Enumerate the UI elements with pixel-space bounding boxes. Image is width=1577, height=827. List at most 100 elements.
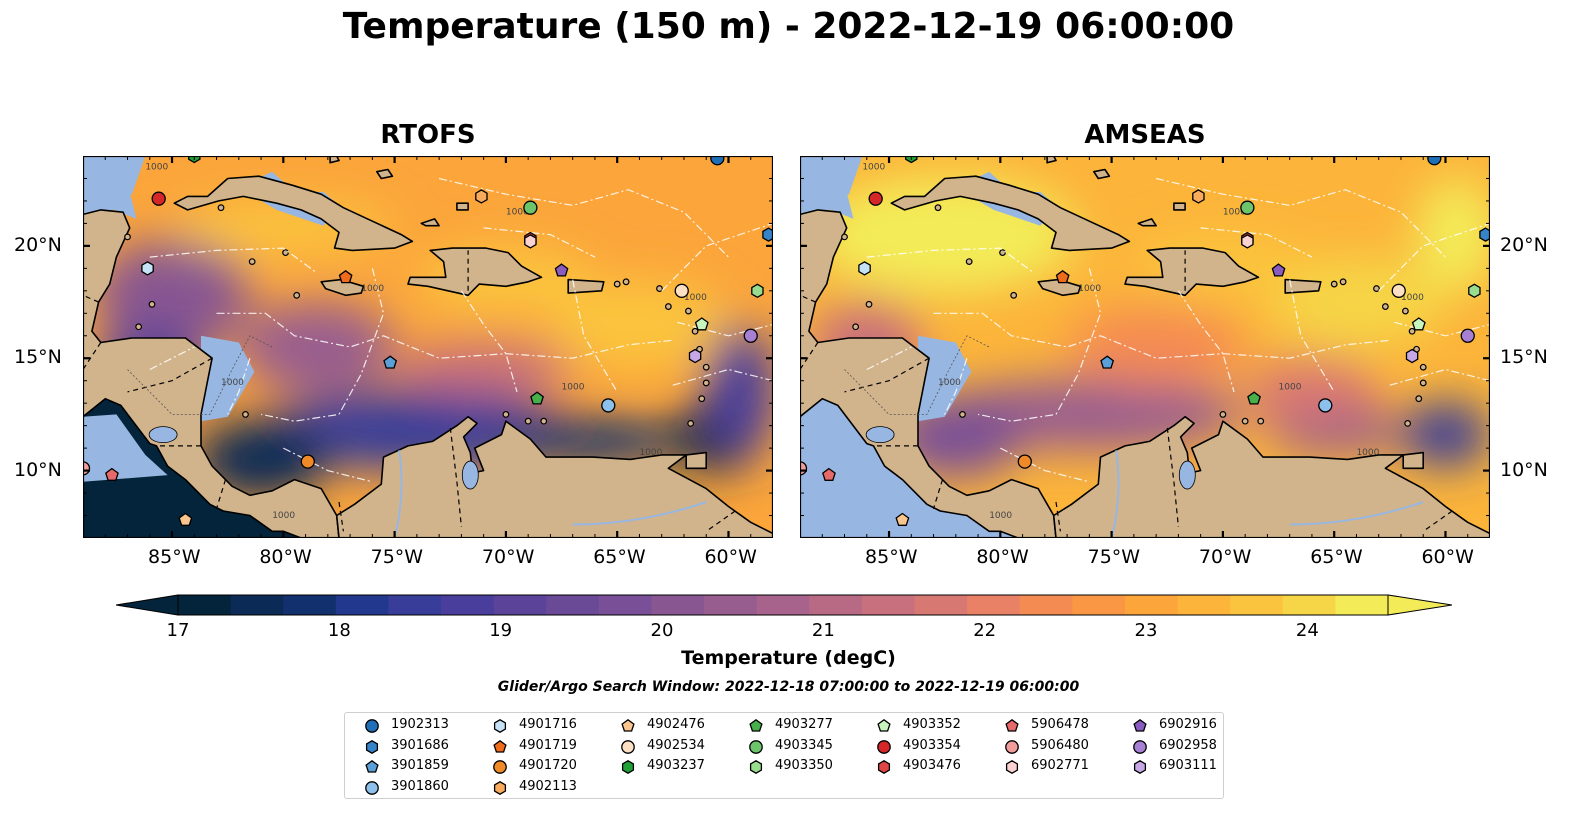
island [1330, 280, 1338, 288]
island [687, 420, 695, 427]
lon-label: 70°W [481, 546, 535, 568]
land-hispaniola [1124, 247, 1260, 297]
colorbar-tick-label: 18 [327, 620, 351, 641]
figure-title: Temperature (150 m) - 2022-12-19 06:00:0… [342, 6, 1235, 47]
float-marker-4903352 [694, 317, 709, 331]
land-cuba [173, 175, 414, 252]
land-south [335, 415, 773, 538]
island [242, 411, 249, 418]
legend-label: 4901716 [519, 717, 577, 732]
eez-boundary [944, 358, 968, 415]
legend-label: 3901859 [391, 758, 449, 773]
lat-label-right: 15°N [1500, 346, 1548, 369]
country-border [449, 427, 462, 527]
country-border [844, 357, 930, 393]
hexagon-marker-icon [1133, 760, 1147, 774]
contour-label: 1000 [272, 511, 295, 521]
legend-marker [877, 718, 891, 732]
legend-label: 6902771 [1031, 758, 1089, 773]
eez-boundary [149, 247, 318, 274]
colorbar-extend-high [1387, 594, 1452, 616]
lon-label: 65°W [593, 546, 646, 568]
circle-marker-icon [877, 739, 891, 754]
lake-nicaragua [865, 426, 895, 444]
land-central [83, 209, 340, 538]
legend-label: 3901860 [391, 778, 449, 794]
float-marker-3901859 [383, 355, 398, 369]
float-marker-6902958 [1460, 328, 1475, 343]
colorbar-segment [335, 595, 390, 615]
eez-boundary [1000, 447, 1090, 483]
contour-label: 1000 [1356, 448, 1379, 458]
land-puertorico [1284, 278, 1322, 294]
colorbar-segment [1072, 595, 1126, 615]
eez-boundary [572, 279, 618, 393]
legend-marker [1005, 718, 1019, 732]
land-hispaniola [407, 247, 543, 297]
legend-marker [749, 718, 763, 732]
island [524, 417, 532, 425]
eez-boundary [216, 312, 673, 359]
hexagon-marker-icon [877, 760, 891, 774]
eez-boundary [677, 321, 773, 337]
island [999, 249, 1006, 257]
pentagon-marker-icon [493, 739, 507, 753]
legend-label: 4903354 [903, 737, 961, 753]
contour-label: 1000 [562, 383, 585, 393]
lon-label: 75°W [370, 546, 424, 568]
river [572, 501, 707, 526]
legend-marker [493, 760, 507, 774]
colorbar-segment [1230, 595, 1284, 615]
amseas-map: 1000 1000 1000 1000 1000 1000 1000 1000 [800, 156, 1490, 538]
island [1373, 285, 1380, 292]
lat-label-left: 10°N [14, 458, 62, 481]
island [135, 323, 143, 331]
island [1257, 417, 1265, 425]
lon-label: 75°W [1087, 546, 1141, 568]
legend-marker [365, 739, 379, 754]
country-border [1055, 501, 1061, 532]
pacific-ocean [800, 398, 1019, 538]
float-marker-1902313 [1427, 156, 1442, 166]
island [1381, 303, 1389, 310]
float-marker-4903277 [1247, 391, 1261, 405]
lat-label-right: 20°N [1500, 233, 1548, 256]
island [852, 323, 860, 331]
contour-label: 1000 [639, 448, 662, 458]
island [613, 280, 621, 288]
float-marker-5906478 [105, 467, 119, 481]
temperature-anomaly [394, 342, 573, 397]
legend-label: 1902313 [391, 717, 449, 732]
legend-label: 3901686 [391, 737, 449, 753]
float-marker-4901719 [338, 269, 353, 284]
lon-label: 85°W [865, 546, 918, 568]
eez-boundary [661, 222, 773, 292]
eez-boundary [1394, 321, 1490, 337]
float-marker-4903354 [151, 191, 166, 206]
float-marker-3901860 [601, 398, 616, 413]
river [1110, 450, 1120, 538]
island [865, 300, 873, 308]
land-bahamas1 [1046, 156, 1057, 164]
temperature-anomaly [704, 324, 773, 460]
colorbar-segment [967, 595, 1021, 615]
rtofs-map: 1000 1000 1000 1000 1000 1000 1000 1000 [83, 156, 773, 538]
country-border [338, 501, 344, 532]
colorbar-tick-label: 19 [489, 620, 513, 641]
temperature-anomaly [94, 239, 250, 352]
temperature-anomaly [505, 418, 684, 464]
lake-maracaibo [461, 460, 479, 490]
island [148, 300, 156, 308]
legend-label: 4903350 [775, 758, 833, 773]
legend-marker [1005, 739, 1019, 754]
land-puertorico [567, 278, 605, 294]
legend-marker [877, 739, 891, 754]
legend-label: 5906478 [1031, 717, 1089, 732]
eez-boundary [866, 247, 1035, 274]
contour-label: 1000 [938, 378, 961, 388]
colorbar-segment [651, 595, 705, 615]
legend-marker [1133, 760, 1147, 774]
lon-label: 60°W [1421, 546, 1474, 568]
country-border [800, 294, 816, 303]
lon-label: 80°W [976, 546, 1029, 568]
